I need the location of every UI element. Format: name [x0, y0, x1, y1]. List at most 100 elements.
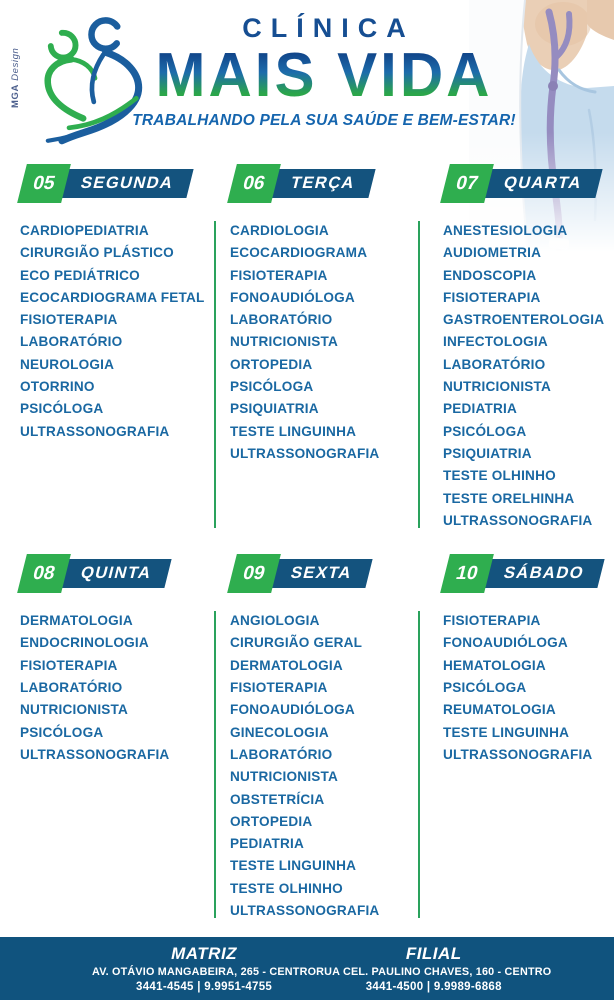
clinic-logo — [36, 14, 154, 151]
day-column-sexta: SEXTA 09 ANGIOLOGIA CIRURGIÃO GERAL DERMATOL… — [214, 554, 418, 922]
clinic-name: MAIS VIDA — [128, 43, 520, 105]
day-name: SÁBADO — [501, 564, 587, 583]
specialty-item: CIRURGIÃO PLÁSTICO — [20, 245, 174, 261]
specialty-item: ULTRASSONOGRAFIA — [230, 903, 380, 919]
specialty-item: TESTE LINGUINHA — [230, 423, 357, 439]
design-credit: MGA Design — [10, 48, 21, 108]
specialty-item: ENDOCRINOLOGIA — [20, 635, 149, 651]
specialty-item: LABORATÓRIO — [20, 334, 123, 350]
header-title-block: CLÍNICA MAIS VIDA TRABALHANDO PELA SUA S… — [128, 13, 520, 130]
specialty-item: LABORATÓRIO — [230, 312, 333, 328]
specialty-list: ANESTESIOLOGIA AUDIOMETRIA ENDOSCOPIA FISIO… — [443, 220, 608, 532]
specialty-item: LABORATÓRIO — [20, 680, 123, 696]
day-name: TERÇA — [288, 174, 358, 192]
day-number: 05 — [30, 172, 58, 194]
day-name: QUARTA — [501, 174, 585, 192]
day-number: 08 — [30, 562, 58, 584]
specialty-item: FONOAUDIÓLOGA — [443, 635, 568, 651]
specialty-item: NEUROLOGIA — [20, 356, 115, 372]
specialty-item: GASTROENTEROLOGIA — [443, 312, 605, 328]
specialty-item: LABORATÓRIO — [230, 746, 333, 762]
day-column-quinta: QUINTA 08 DERMATOLOGIA ENDOCRINOLOGIA FISIOT… — [17, 554, 214, 922]
location-title: MATRIZ — [171, 944, 238, 963]
specialty-item: TESTE ORELHINHA — [443, 490, 575, 506]
specialty-item: FONOAUDIÓLOGA — [230, 702, 355, 718]
day-number: 06 — [240, 172, 268, 194]
schedule-grid: SEGUNDA 05 CARDIOPEDIATRIA CIRURGIÃO PLÁSTI… — [17, 164, 608, 922]
specialty-list: CARDIOPEDIATRIA CIRURGIÃO PLÁSTICO ECO PED… — [20, 220, 214, 443]
specialty-item: CARDIOLOGIA — [230, 223, 329, 238]
day-badge: SEGUNDA 05 — [17, 164, 214, 207]
day-badge: QUARTA 07 — [440, 164, 608, 207]
clinic-prefix: CLÍNICA — [242, 13, 415, 43]
specialty-item: ECOCARDIOGRAMA FETAL — [20, 289, 205, 305]
design-credit-suffix: Design — [10, 47, 21, 81]
specialty-item: PSICÓLOGA — [443, 680, 527, 696]
specialty-item: ORTOPEDIA — [230, 356, 313, 372]
day-column-quarta: QUARTA 07 ANESTESIOLOGIA AUDIOMETRIA ENDOSCO… — [418, 164, 608, 532]
day-name: QUINTA — [78, 564, 154, 583]
specialty-item: INFECTOLOGIA — [443, 334, 548, 350]
specialty-item: FISIOTERAPIA — [230, 267, 328, 283]
specialty-list: ANGIOLOGIA CIRURGIÃO GERAL DERMATOLOGIA FIS… — [230, 610, 418, 922]
specialty-item: ULTRASSONOGRAFIA — [443, 512, 593, 528]
specialty-list: DERMATOLOGIA ENDOCRINOLOGIA FISIOTERAPIA LA… — [20, 610, 214, 766]
specialty-item: TESTE OLHINHO — [230, 880, 343, 896]
day-badge: SÁBADO 10 — [440, 554, 608, 597]
specialty-item: NUTRICIONISTA — [443, 379, 552, 395]
design-credit-name: MGA — [10, 84, 21, 108]
specialty-item: CIRURGIÃO GERAL — [230, 635, 363, 651]
specialty-item: PSICÓLOGA — [443, 423, 527, 439]
specialty-item: FISIOTERAPIA — [20, 312, 118, 328]
specialty-item: DERMATOLOGIA — [230, 657, 343, 673]
day-badge: SEXTA 09 — [227, 554, 418, 597]
two-figures-heart-icon — [44, 17, 143, 145]
specialty-item: PSICÓLOGA — [230, 379, 314, 395]
specialty-item: ULTRASSONOGRAFIA — [20, 746, 170, 762]
day-number: 09 — [240, 562, 268, 584]
day-number: 07 — [453, 172, 481, 194]
day-number: 10 — [453, 562, 481, 584]
day-column-terça: TERÇA 06 CARDIOLOGIA ECOCARDIOGRAMA FISIOTER… — [214, 164, 418, 532]
location-matriz: MATRIZ AV. OTÁVIO MANGABEIRA, 265 - CENT… — [92, 944, 316, 1000]
specialty-item: GINECOLOGIA — [230, 724, 329, 740]
specialty-item: FISIOTERAPIA — [230, 680, 328, 696]
specialty-item: ULTRASSONOGRAFIA — [230, 445, 380, 461]
specialty-item: ENDOSCOPIA — [443, 267, 537, 283]
specialty-item: LABORATÓRIO — [443, 356, 546, 372]
specialty-item: CARDIOPEDIATRIA — [20, 223, 149, 238]
location-address: RUA CEL. PAULINO CHAVES, 160 - CENTRO — [316, 966, 552, 978]
specialty-item: OBSTETRÍCIA — [230, 791, 325, 807]
specialty-item: TESTE LINGUINHA — [443, 724, 570, 740]
specialty-item: NUTRICIONISTA — [230, 334, 339, 350]
specialty-item: PSIQUIATRIA — [443, 445, 532, 461]
specialty-item: FISIOTERAPIA — [443, 613, 541, 629]
location-title: FILIAL — [405, 944, 462, 963]
specialty-item: PSICÓLOGA — [20, 401, 104, 417]
specialty-item: HEMATOLOGIA — [443, 657, 546, 673]
specialty-list: CARDIOLOGIA ECOCARDIOGRAMA FISIOTERAPIA FON… — [230, 220, 418, 465]
location-address: AV. OTÁVIO MANGABEIRA, 265 - CENTRO — [92, 966, 317, 978]
specialty-item: PEDIATRIA — [443, 401, 518, 417]
specialty-item: ECOCARDIOGRAMA — [230, 245, 368, 261]
specialty-item: ORTOPEDIA — [230, 813, 313, 829]
day-column-segunda: SEGUNDA 05 CARDIOPEDIATRIA CIRURGIÃO PLÁSTI… — [17, 164, 214, 532]
specialty-item: REUMATOLOGIA — [443, 702, 556, 718]
specialty-item: TESTE OLHINHO — [443, 468, 556, 484]
day-badge: TERÇA 06 — [227, 164, 418, 207]
specialty-item: DERMATOLOGIA — [20, 613, 133, 629]
footer-bar: MATRIZ AV. OTÁVIO MANGABEIRA, 265 - CENT… — [0, 937, 614, 1000]
specialty-list: FISIOTERAPIA FONOAUDIÓLOGA HEMATOLOGIA PSIC… — [443, 610, 608, 766]
specialty-item: FISIOTERAPIA — [443, 289, 541, 305]
specialty-item: TESTE LINGUINHA — [230, 858, 357, 874]
specialty-item: ANESTESIOLOGIA — [443, 223, 568, 238]
specialty-item: NUTRICIONISTA — [20, 702, 129, 718]
location-filial: FILIAL RUA CEL. PAULINO CHAVES, 160 - CE… — [316, 944, 551, 1000]
specialty-item: ULTRASSONOGRAFIA — [443, 746, 593, 762]
specialty-item: AUDIOMETRIA — [443, 245, 542, 261]
day-column-sábado: SÁBADO 10 FISIOTERAPIA FONOAUDIÓLOGA HEMATOL… — [418, 554, 608, 922]
location-phones: 3441-4545 | 9.9951-4755 — [136, 981, 273, 993]
specialty-item: NUTRICIONISTA — [230, 769, 339, 785]
specialty-item: ANGIOLOGIA — [230, 613, 320, 629]
